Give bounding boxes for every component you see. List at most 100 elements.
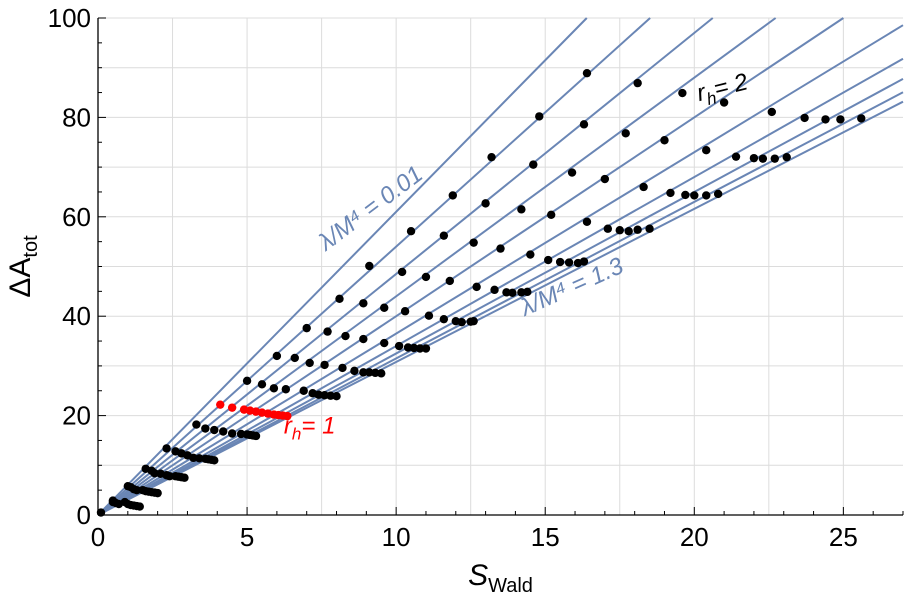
data-point-s7 bbox=[821, 115, 830, 124]
data-point-s10 bbox=[469, 316, 478, 326]
data-point-s5 bbox=[227, 429, 237, 438]
y-tick-label: 100 bbox=[48, 3, 91, 33]
data-point-s1 bbox=[242, 376, 252, 386]
data-point-s9 bbox=[415, 344, 425, 353]
data-point-s8 bbox=[564, 258, 574, 267]
data-point-s5 bbox=[338, 363, 347, 373]
data-point-s3 bbox=[621, 129, 630, 138]
data-point-s3 bbox=[380, 303, 389, 312]
data-point-s2 bbox=[481, 199, 490, 208]
data-point-s7 bbox=[359, 368, 368, 377]
data-point-s4 bbox=[219, 427, 228, 436]
data-point-s6 bbox=[350, 366, 359, 376]
data-point-s6 bbox=[666, 188, 675, 198]
series-line-1 bbox=[97, 17, 588, 516]
data-point-s4 bbox=[600, 174, 610, 184]
series-line-3 bbox=[97, 17, 714, 516]
data-point-s5 bbox=[380, 338, 389, 348]
tick-labels: 0 5 10 15 20 25 0 20 40 60 80 100 bbox=[48, 3, 858, 552]
data-point-s1 bbox=[535, 112, 544, 121]
data-points bbox=[96, 68, 866, 517]
data-point-s5 bbox=[582, 217, 592, 226]
data-point-s2 bbox=[290, 353, 299, 363]
data-point-s4 bbox=[359, 334, 368, 344]
data-point-s2 bbox=[257, 380, 267, 389]
y-tick-label: 40 bbox=[62, 301, 91, 331]
data-point-rh1 bbox=[216, 400, 225, 409]
series-line-2 bbox=[97, 17, 651, 516]
data-point-s6 bbox=[603, 224, 613, 233]
data-point-s10 bbox=[377, 369, 386, 378]
data-point-s5 bbox=[767, 107, 777, 117]
data-point-s4 bbox=[400, 307, 410, 316]
data-point-s2 bbox=[397, 267, 407, 277]
axes bbox=[97, 17, 904, 516]
data-point-s2 bbox=[439, 231, 449, 240]
data-point-s4 bbox=[546, 210, 556, 220]
data-point-s2 bbox=[529, 160, 538, 169]
data-point-s7 bbox=[615, 226, 624, 235]
data-point-s8 bbox=[836, 115, 845, 124]
annotation-4: rh= 1 bbox=[284, 412, 336, 443]
data-point-s1 bbox=[448, 191, 457, 200]
data-point-s8 bbox=[624, 227, 633, 236]
data-point-s2 bbox=[579, 120, 589, 129]
data-point-s3 bbox=[341, 331, 350, 341]
data-point-s1 bbox=[192, 420, 201, 429]
data-point-s1 bbox=[487, 152, 496, 162]
data-point-s1 bbox=[582, 68, 592, 78]
data-point-s5 bbox=[472, 282, 481, 292]
data-point-s10 bbox=[153, 488, 162, 498]
y-tick-label: 60 bbox=[62, 202, 91, 232]
data-point-s10 bbox=[579, 257, 589, 266]
data-point-s2 bbox=[359, 299, 368, 308]
data-point-s3 bbox=[305, 358, 314, 368]
data-point-s10 bbox=[421, 344, 431, 353]
data-point-s7 bbox=[749, 153, 759, 163]
data-point-s4 bbox=[719, 98, 729, 107]
data-point-s3 bbox=[469, 238, 478, 247]
data-point-s10 bbox=[782, 152, 791, 162]
data-point-s4 bbox=[660, 136, 669, 145]
data-point-s7 bbox=[681, 190, 690, 200]
data-point-s5 bbox=[299, 386, 308, 395]
data-point-s3 bbox=[567, 168, 577, 177]
x-axis-label: SWald bbox=[468, 559, 533, 597]
annotation-3: rh= 2 bbox=[694, 68, 751, 111]
data-point-s1 bbox=[302, 323, 311, 333]
data-point-s3 bbox=[269, 384, 279, 393]
series-line-7 bbox=[97, 57, 904, 516]
annotation-1: λ/M⁴ = 0.01 bbox=[312, 161, 428, 258]
data-point-s4 bbox=[496, 244, 505, 253]
data-point-s2 bbox=[201, 424, 210, 433]
data-point-s3 bbox=[210, 425, 219, 435]
data-point-s10 bbox=[713, 189, 723, 199]
data-point-s6 bbox=[439, 314, 449, 324]
data-point-s6 bbox=[394, 341, 404, 351]
y-tick-label: 80 bbox=[62, 102, 91, 132]
y-tick-label: 20 bbox=[62, 401, 91, 431]
data-point-s8 bbox=[690, 191, 699, 200]
data-point-s1 bbox=[365, 261, 374, 271]
data-point-s3 bbox=[517, 205, 526, 214]
data-point-s10 bbox=[251, 431, 261, 441]
x-tick-label: 10 bbox=[382, 522, 411, 552]
data-point-s1 bbox=[406, 227, 416, 236]
data-point-s6 bbox=[800, 113, 809, 123]
data-point-s6 bbox=[731, 152, 741, 161]
data-point-rh1 bbox=[227, 403, 237, 412]
data-point-s5 bbox=[526, 250, 535, 259]
data-point-s10 bbox=[180, 473, 189, 482]
data-point-s5 bbox=[702, 146, 711, 155]
x-tick-label: 0 bbox=[91, 522, 105, 552]
series-line-9 bbox=[97, 91, 904, 516]
data-point-s3 bbox=[421, 272, 431, 282]
data-point-s2 bbox=[633, 78, 642, 88]
data-point-s6 bbox=[490, 285, 499, 295]
data-point-s6 bbox=[544, 255, 553, 265]
data-point-s9 bbox=[633, 225, 642, 234]
data-point-s1 bbox=[335, 294, 344, 304]
y-tick-label: 0 bbox=[77, 500, 91, 530]
data-point-s9 bbox=[770, 154, 779, 163]
